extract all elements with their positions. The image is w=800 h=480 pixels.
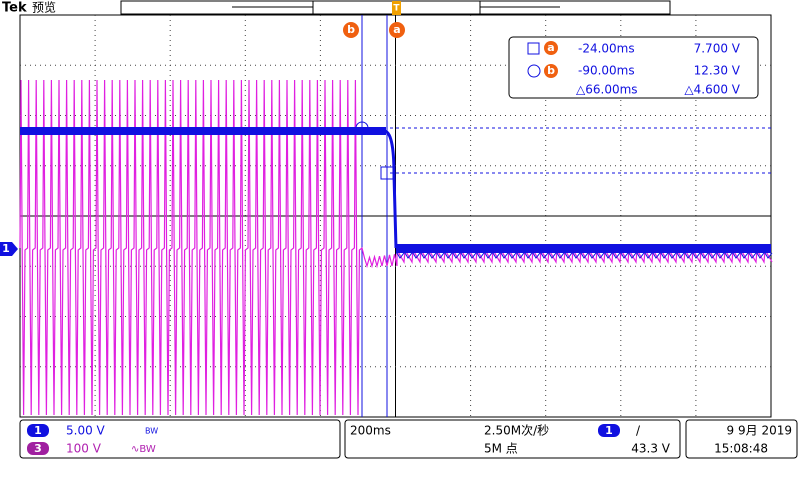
readout-marker: a (547, 41, 554, 54)
ch1-scale: 5.00 V (66, 424, 106, 438)
acq-panel (344, 419, 681, 459)
cursor-b-tag (343, 22, 359, 38)
ch1-bw: BW (145, 427, 158, 436)
trigger-marker (392, 1, 401, 15)
time: 15:08:48 (714, 442, 768, 456)
cursor-circle (527, 64, 541, 78)
brand: Tek (2, 1, 27, 16)
readout-tag (544, 41, 558, 55)
cursor-a-label: a (393, 23, 400, 36)
ch1-trace-high (20, 127, 386, 135)
readout-marker: b (547, 64, 555, 77)
mode: 预览 (32, 0, 56, 15)
readout-volt: 12.30 V (694, 64, 741, 78)
record-length: 5M 点 (484, 442, 518, 456)
clock-panel (685, 419, 798, 459)
cursor-b-label: b (347, 23, 355, 36)
ch3-scale: 100 V (66, 442, 102, 456)
ch1-marker (0, 242, 18, 256)
date: 9 9月 2019 (727, 424, 792, 438)
ch3-trace (19, 79, 773, 416)
ch1-num: 1 (34, 424, 42, 437)
readout-time: -24.00ms (578, 42, 635, 56)
cursor-a-tag (389, 22, 405, 38)
readout-volt: 7.700 V (694, 42, 741, 56)
trig-badge (598, 424, 620, 437)
cursor-square (527, 42, 540, 55)
trig-level: 43.3 V (631, 442, 671, 456)
ch3-num: 3 (34, 442, 42, 455)
channel-panel (19, 419, 341, 459)
ch3-bw: ∿BW (131, 444, 156, 455)
ch1-trace-low (396, 244, 771, 253)
readout-delta-volt: △4.600 V (684, 83, 740, 97)
waveforms (19, 79, 773, 416)
cursor-point-b (355, 121, 369, 135)
trig-source: 1 (605, 424, 613, 437)
ch3-badge (27, 442, 49, 455)
trigger-label: T (393, 4, 400, 14)
ch1-badge (27, 424, 49, 437)
readout-time: -90.00ms (578, 64, 635, 78)
readout-delta-time: △66.00ms (576, 83, 638, 97)
readout-box (508, 36, 759, 99)
readout-tag (544, 64, 558, 78)
cursor-point-a (380, 166, 394, 180)
ch1-trace-fall (383, 129, 398, 249)
sample-rate: 2.50M次/秒 (484, 424, 549, 438)
ch1-ripple (396, 252, 773, 259)
trig-slope: / (636, 424, 641, 438)
timebase: 200ms (350, 424, 391, 438)
ch1-marker-label: 1 (2, 242, 10, 255)
